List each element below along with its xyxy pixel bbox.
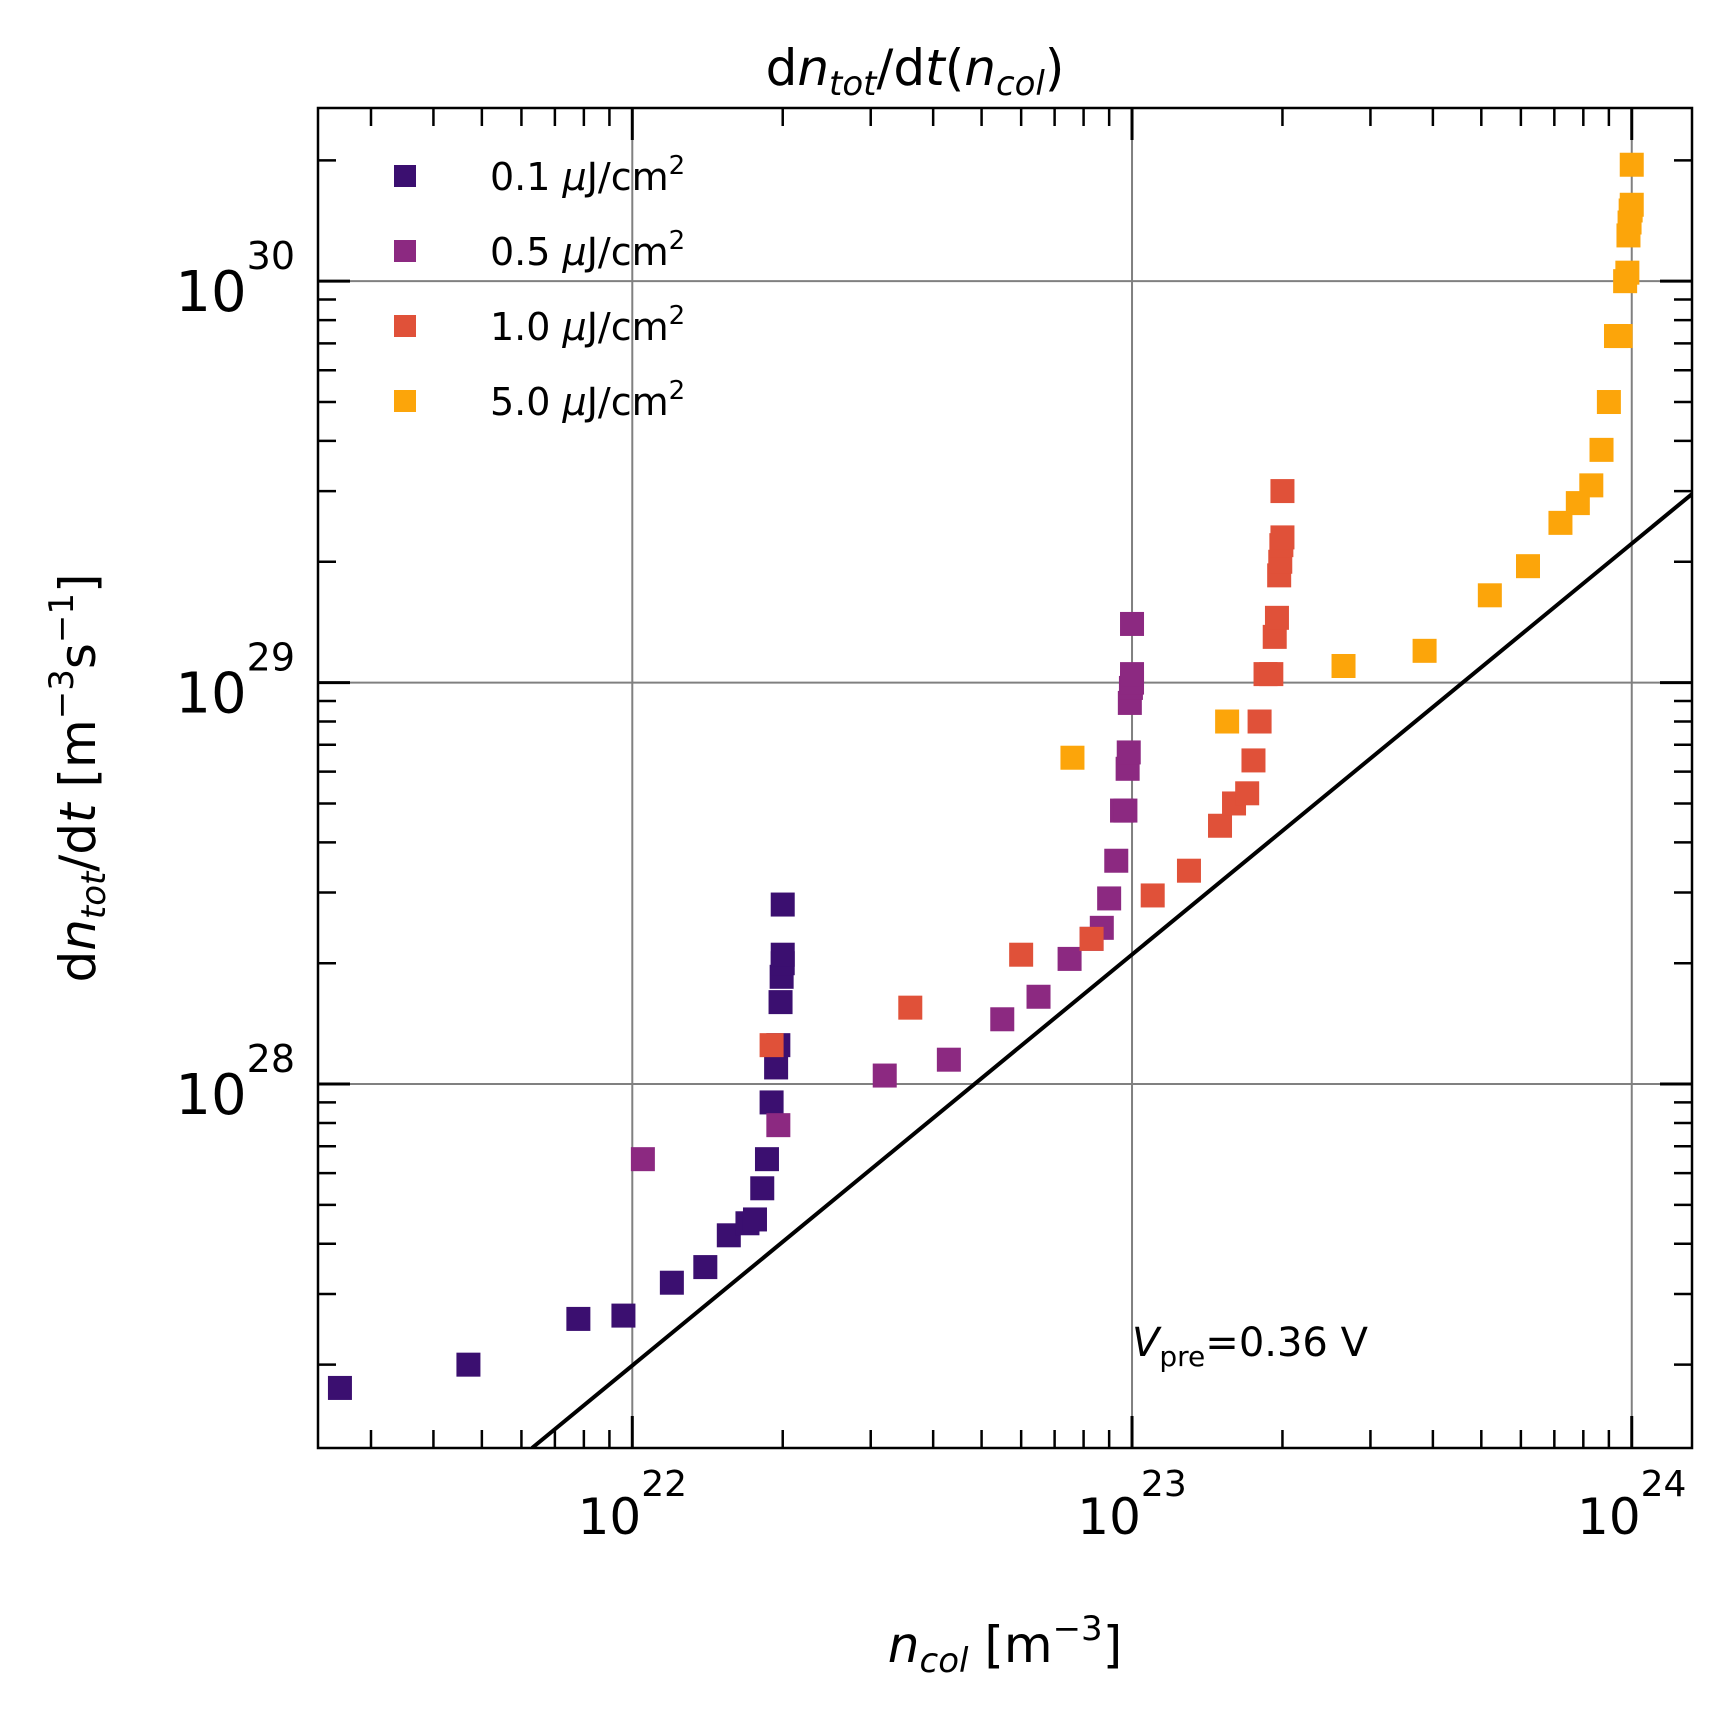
plot-frame bbox=[316, 106, 1694, 1450]
data-point bbox=[750, 1176, 775, 1201]
series-1.0 bbox=[759, 479, 1295, 1058]
series-5.0 bbox=[1060, 152, 1644, 770]
x-axis-label: ncol [m−3] bbox=[888, 1609, 1122, 1681]
data-point bbox=[1079, 926, 1104, 951]
data-point bbox=[766, 1113, 791, 1138]
data-point bbox=[1009, 942, 1034, 967]
data-point bbox=[1477, 583, 1502, 608]
data-point bbox=[1060, 745, 1085, 770]
legend-marker bbox=[394, 165, 416, 187]
y-tick-label: 1029 bbox=[175, 636, 295, 727]
data-point bbox=[1264, 605, 1289, 630]
series-0.1 bbox=[327, 892, 795, 1400]
data-point bbox=[611, 1303, 636, 1328]
legend-marker bbox=[394, 315, 416, 337]
tick-labels: 1022 1023 1024 1028 1029 1030 bbox=[175, 234, 1686, 1546]
data-point bbox=[990, 1007, 1015, 1032]
data-point bbox=[1589, 437, 1614, 462]
legend-marker bbox=[394, 390, 416, 412]
legend-marker bbox=[394, 240, 416, 262]
data-point bbox=[327, 1375, 352, 1400]
data-point bbox=[1097, 886, 1122, 911]
data-point bbox=[693, 1255, 718, 1280]
legend-label: 0.1 μJ/cm2 bbox=[490, 151, 685, 199]
data-point bbox=[1596, 390, 1621, 415]
data-point bbox=[872, 1063, 897, 1088]
data-point bbox=[1241, 748, 1266, 773]
y-tick-label: 1028 bbox=[175, 1037, 295, 1128]
x-tick-label: 1022 bbox=[578, 1464, 687, 1546]
data-point bbox=[759, 1090, 784, 1115]
data-point bbox=[1120, 611, 1145, 636]
legend-label: 0.5 μJ/cm2 bbox=[490, 226, 685, 274]
reference-line bbox=[530, 492, 1692, 1448]
data-point bbox=[1579, 473, 1604, 498]
data-point bbox=[1619, 152, 1644, 177]
data-point bbox=[754, 1147, 779, 1172]
legend-label: 5.0 μJ/cm2 bbox=[490, 376, 685, 424]
data-point bbox=[1412, 638, 1437, 663]
data-point bbox=[770, 892, 795, 917]
legend-label: 1.0 μJ/cm2 bbox=[490, 301, 685, 349]
data-point bbox=[1515, 554, 1540, 579]
data-point bbox=[1619, 192, 1644, 217]
data-point bbox=[898, 995, 923, 1020]
data-point bbox=[456, 1352, 481, 1377]
data-point bbox=[659, 1270, 684, 1295]
data-point bbox=[630, 1147, 655, 1172]
data-point bbox=[1116, 740, 1141, 765]
data-point bbox=[1140, 883, 1165, 908]
data-point bbox=[1331, 653, 1356, 678]
data-point bbox=[1176, 858, 1201, 883]
x-tick-label: 1023 bbox=[1077, 1464, 1186, 1546]
axis-ticks bbox=[318, 108, 1692, 1448]
data-point bbox=[1026, 984, 1051, 1009]
data-point bbox=[1608, 324, 1633, 349]
data-point bbox=[1259, 662, 1284, 687]
data-point bbox=[1120, 662, 1145, 687]
data-points bbox=[327, 152, 1644, 1400]
data-point bbox=[1057, 946, 1082, 971]
series-0.5 bbox=[630, 611, 1145, 1172]
data-point bbox=[1113, 798, 1138, 823]
chart-title: dntot/dt(ncol) bbox=[766, 39, 1065, 104]
data-point bbox=[1235, 781, 1260, 806]
data-point bbox=[1208, 813, 1233, 838]
data-point bbox=[768, 990, 793, 1015]
data-point bbox=[936, 1047, 961, 1072]
data-point bbox=[764, 1055, 789, 1080]
data-point bbox=[1247, 709, 1272, 734]
y-axis-label: dntot/dt [m−3s−1] bbox=[42, 573, 114, 982]
data-point bbox=[770, 942, 795, 967]
data-point bbox=[566, 1306, 591, 1331]
vpre-annotation: Vpre=0.36 V bbox=[1132, 1320, 1369, 1373]
data-point bbox=[1215, 709, 1240, 734]
data-point bbox=[1270, 479, 1295, 504]
legend: 0.1 μJ/cm2 0.5 μJ/cm2 1.0 μJ/cm2 5.0 μJ/cm2 bbox=[394, 151, 685, 424]
data-point bbox=[759, 1033, 784, 1058]
data-point bbox=[1270, 525, 1295, 550]
data-point bbox=[742, 1207, 767, 1232]
data-point bbox=[1104, 848, 1129, 873]
grid-lines bbox=[318, 108, 1692, 1448]
y-tick-label: 1030 bbox=[175, 234, 295, 325]
x-tick-label: 1024 bbox=[1577, 1464, 1686, 1546]
data-point bbox=[1615, 260, 1640, 285]
